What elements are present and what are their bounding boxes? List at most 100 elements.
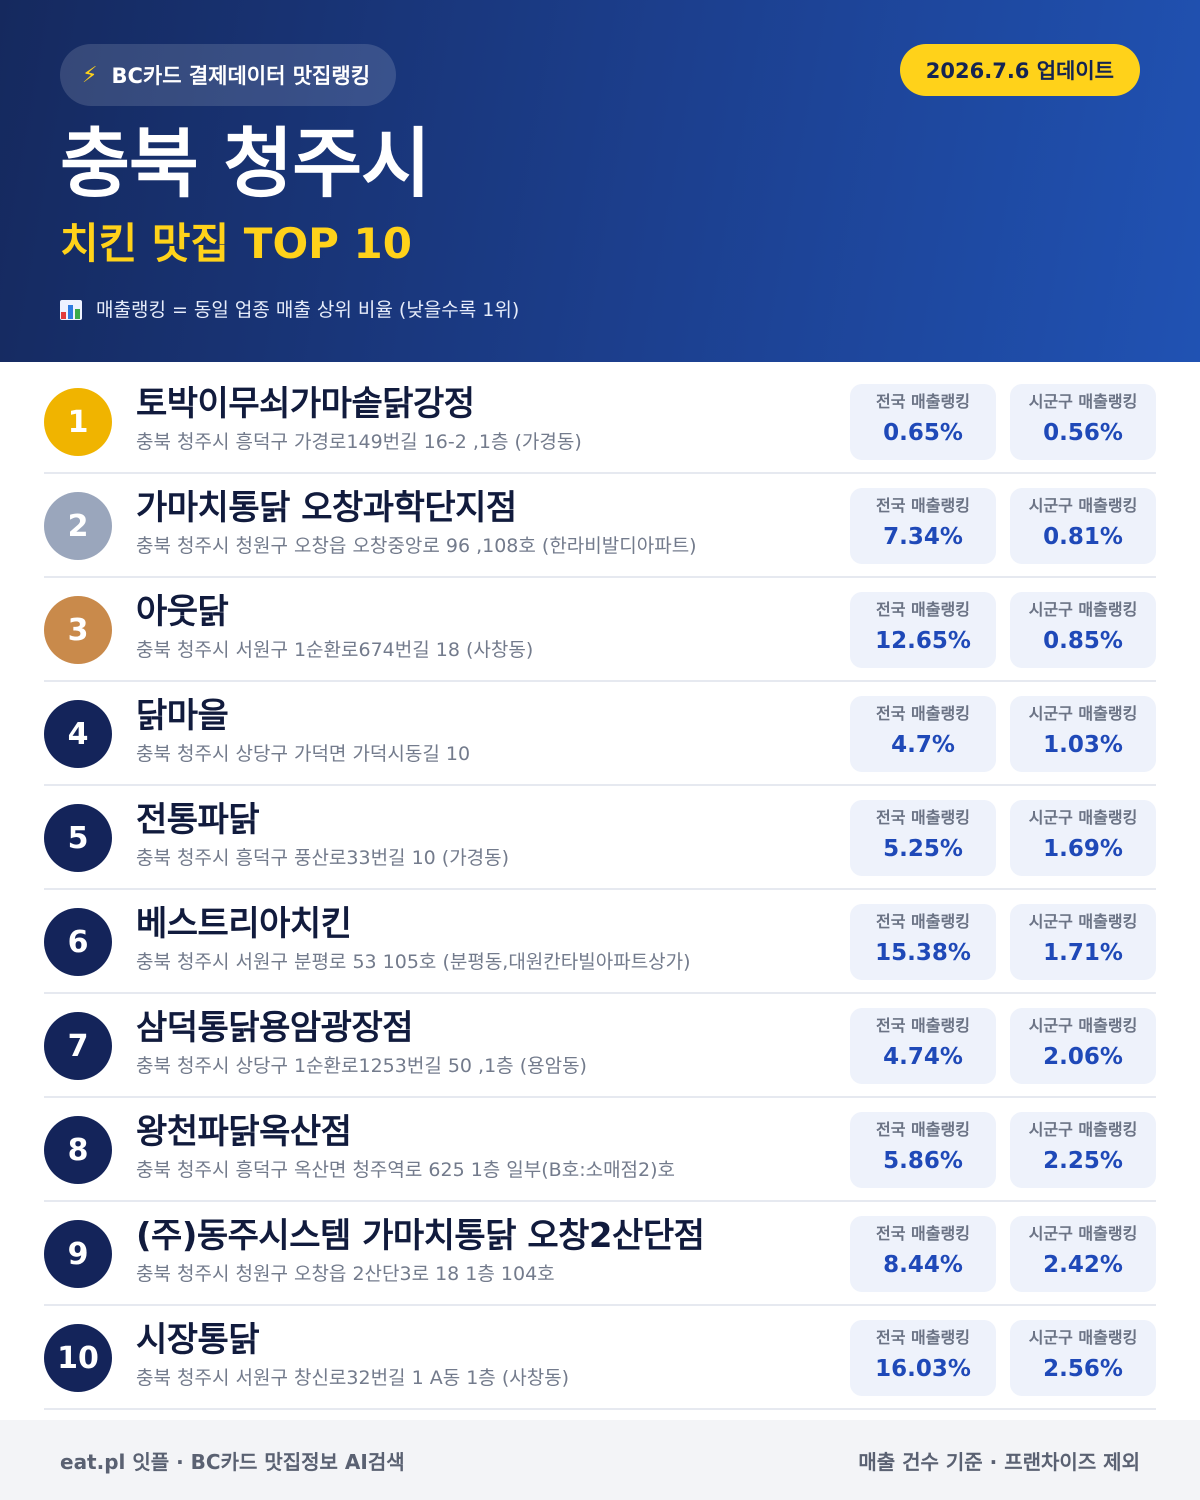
- restaurant-address: 충북 청주시 청원구 오창읍 2산단3로 18 1층 104호: [136, 1263, 555, 1285]
- footer-left: eat.pl 잇플 · BC카드 맛집정보 AI검색: [60, 1449, 405, 1474]
- national-rank-value: 8.44%: [883, 1252, 963, 1278]
- national-rank-box: 전국 매출랭킹 12.65%: [850, 592, 996, 668]
- national-rank-box: 전국 매출랭킹 4.7%: [850, 696, 996, 772]
- local-rank-value: 0.85%: [1043, 628, 1123, 654]
- national-rank-label: 전국 매출랭킹: [876, 1224, 970, 1243]
- national-rank-box: 전국 매출랭킹 8.44%: [850, 1216, 996, 1292]
- restaurant-name: 베스트리아치킨: [136, 904, 352, 944]
- update-badge: 2026.7.6 업데이트: [899, 44, 1140, 96]
- ranking-list: 1 토박이무쇠가마솥닭강정 충북 청주시 흥덕구 가경로149번길 16-2 ,1층…: [44, 370, 1156, 1410]
- national-rank-value: 5.86%: [883, 1148, 963, 1174]
- restaurant-name: 삼덕통닭용암광장점: [136, 1008, 414, 1048]
- restaurant-name: 전통파닭: [136, 800, 260, 840]
- national-rank-value: 4.7%: [891, 732, 955, 758]
- national-rank-box: 전국 매출랭킹 5.86%: [850, 1112, 996, 1188]
- national-rank-value: 0.65%: [883, 420, 963, 446]
- legend-note: 매출랭킹 = 동일 업종 매출 상위 비율 (낮을수록 1위): [60, 294, 519, 326]
- national-rank-label: 전국 매출랭킹: [876, 1328, 970, 1347]
- restaurant-address: 충북 청주시 상당구 1순환로1253번길 50 ,1층 (용암동): [136, 1055, 587, 1077]
- restaurant-address: 충북 청주시 서원구 창신로32번길 1 A동 1층 (사창동): [136, 1367, 570, 1389]
- local-rank-value: 0.56%: [1043, 420, 1123, 446]
- restaurant-row[interactable]: 8 왕천파닭옥산점 충북 청주시 흥덕구 옥산면 청주역로 625 1층 일부(B호…: [44, 1098, 1156, 1202]
- local-rank-label: 시군구 매출랭킹: [1028, 1328, 1138, 1347]
- national-rank-label: 전국 매출랭킹: [876, 1120, 970, 1139]
- restaurant-address: 충북 청주시 청원구 오창읍 오창중앙로 96 ,108호 (한라비발디아파트): [136, 535, 697, 557]
- bolt-icon: ⚡: [82, 62, 98, 88]
- national-rank-box: 전국 매출랭킹 5.25%: [850, 800, 996, 876]
- national-rank-value: 16.03%: [875, 1356, 971, 1382]
- rank-badge: 5: [44, 804, 112, 872]
- local-rank-value: 2.25%: [1043, 1148, 1123, 1174]
- local-rank-label: 시군구 매출랭킹: [1028, 704, 1138, 723]
- local-rank-label: 시군구 매출랭킹: [1028, 912, 1138, 931]
- national-rank-box: 전국 매출랭킹 4.74%: [850, 1008, 996, 1084]
- national-rank-label: 전국 매출랭킹: [876, 912, 970, 931]
- legend-note-text: 매출랭킹 = 동일 업종 매출 상위 비율 (낮을수록 1위): [96, 299, 520, 321]
- local-rank-box: 시군구 매출랭킹 0.56%: [1010, 384, 1156, 460]
- local-rank-label: 시군구 매출랭킹: [1028, 392, 1138, 411]
- restaurant-name: 닭마을: [136, 696, 229, 736]
- restaurant-address: 충북 청주시 흥덕구 옥산면 청주역로 625 1층 일부(B호:소매점2)호: [136, 1159, 676, 1181]
- national-rank-box: 전국 매출랭킹 7.34%: [850, 488, 996, 564]
- local-rank-box: 시군구 매출랭킹 1.71%: [1010, 904, 1156, 980]
- national-rank-value: 7.34%: [883, 524, 963, 550]
- national-rank-box: 전국 매출랭킹 16.03%: [850, 1320, 996, 1396]
- restaurant-row[interactable]: 9 (주)동주시스템 가마치통닭 오창2산단점 충북 청주시 청원구 오창읍 2산단…: [44, 1202, 1156, 1306]
- restaurant-address: 충북 청주시 상당구 가덕면 가덕시동길 10: [136, 743, 471, 765]
- local-rank-box: 시군구 매출랭킹 0.81%: [1010, 488, 1156, 564]
- national-rank-label: 전국 매출랭킹: [876, 704, 970, 723]
- national-rank-value: 12.65%: [875, 628, 971, 654]
- rank-badge: 3: [44, 596, 112, 664]
- restaurant-name: 가마치통닭 오창과학단지점: [136, 488, 517, 528]
- local-rank-value: 2.56%: [1043, 1356, 1123, 1382]
- national-rank-label: 전국 매출랭킹: [876, 392, 970, 411]
- rank-badge: 10: [44, 1324, 112, 1392]
- local-rank-value: 0.81%: [1043, 524, 1123, 550]
- restaurant-name: 아웃닭: [136, 592, 229, 632]
- rank-badge: 2: [44, 492, 112, 560]
- local-rank-value: 1.03%: [1043, 732, 1123, 758]
- rank-badge: 9: [44, 1220, 112, 1288]
- local-rank-box: 시군구 매출랭킹 1.69%: [1010, 800, 1156, 876]
- rank-badge: 6: [44, 908, 112, 976]
- local-rank-box: 시군구 매출랭킹 1.03%: [1010, 696, 1156, 772]
- local-rank-box: 시군구 매출랭킹 2.25%: [1010, 1112, 1156, 1188]
- national-rank-value: 5.25%: [883, 836, 963, 862]
- source-label: BC카드 결제데이터 맛집랭킹: [111, 64, 371, 88]
- rank-badge: 4: [44, 700, 112, 768]
- local-rank-box: 시군구 매출랭킹 0.85%: [1010, 592, 1156, 668]
- local-rank-box: 시군구 매출랭킹 2.42%: [1010, 1216, 1156, 1292]
- local-rank-label: 시군구 매출랭킹: [1028, 1224, 1138, 1243]
- restaurant-address: 충북 청주시 서원구 1순환로674번길 18 (사창동): [136, 639, 534, 661]
- restaurant-row[interactable]: 1 토박이무쇠가마솥닭강정 충북 청주시 흥덕구 가경로149번길 16-2 ,1층…: [44, 370, 1156, 474]
- local-rank-label: 시군구 매출랭킹: [1028, 808, 1138, 827]
- local-rank-value: 2.06%: [1043, 1044, 1123, 1070]
- rank-badge: 1: [44, 388, 112, 456]
- local-rank-value: 2.42%: [1043, 1252, 1123, 1278]
- national-rank-value: 15.38%: [875, 940, 971, 966]
- footer-right: 매출 건수 기준 · 프랜차이즈 제외: [858, 1449, 1140, 1474]
- header-banner: ⚡ BC카드 결제데이터 맛집랭킹 2026.7.6 업데이트 충북 청주시 치…: [0, 0, 1200, 362]
- national-rank-value: 4.74%: [883, 1044, 963, 1070]
- national-rank-label: 전국 매출랭킹: [876, 496, 970, 515]
- footer: eat.pl 잇플 · BC카드 맛집정보 AI검색 매출 건수 기준 · 프랜…: [0, 1420, 1200, 1500]
- national-rank-label: 전국 매출랭킹: [876, 1016, 970, 1035]
- restaurant-address: 충북 청주시 흥덕구 풍산로33번길 10 (가경동): [136, 847, 510, 869]
- rank-badge: 7: [44, 1012, 112, 1080]
- local-rank-label: 시군구 매출랭킹: [1028, 600, 1138, 619]
- local-rank-box: 시군구 매출랭킹 2.56%: [1010, 1320, 1156, 1396]
- restaurant-address: 충북 청주시 흥덕구 가경로149번길 16-2 ,1층 (가경동): [136, 431, 582, 453]
- local-rank-label: 시군구 매출랭킹: [1028, 1120, 1138, 1139]
- local-rank-box: 시군구 매출랭킹 2.06%: [1010, 1008, 1156, 1084]
- restaurant-name: 왕천파닭옥산점: [136, 1112, 352, 1152]
- local-rank-value: 1.71%: [1043, 940, 1123, 966]
- restaurant-address: 충북 청주시 서원구 분평로 53 105호 (분평동,대원칸타빌아파트상가): [136, 951, 691, 973]
- restaurant-name: 시장통닭: [136, 1320, 260, 1360]
